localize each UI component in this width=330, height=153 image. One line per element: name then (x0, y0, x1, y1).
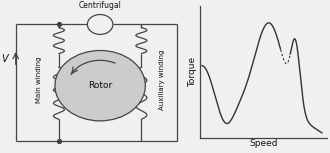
X-axis label: Speed: Speed (249, 139, 278, 148)
Text: Auxiliary winding: Auxiliary winding (159, 49, 165, 110)
Text: Centrifugal: Centrifugal (79, 1, 121, 10)
Y-axis label: Torque: Torque (188, 57, 197, 87)
Text: V: V (2, 54, 8, 64)
Circle shape (87, 15, 113, 34)
Text: Rotor: Rotor (88, 81, 112, 90)
Circle shape (55, 50, 145, 121)
Text: Main winding: Main winding (36, 56, 42, 103)
